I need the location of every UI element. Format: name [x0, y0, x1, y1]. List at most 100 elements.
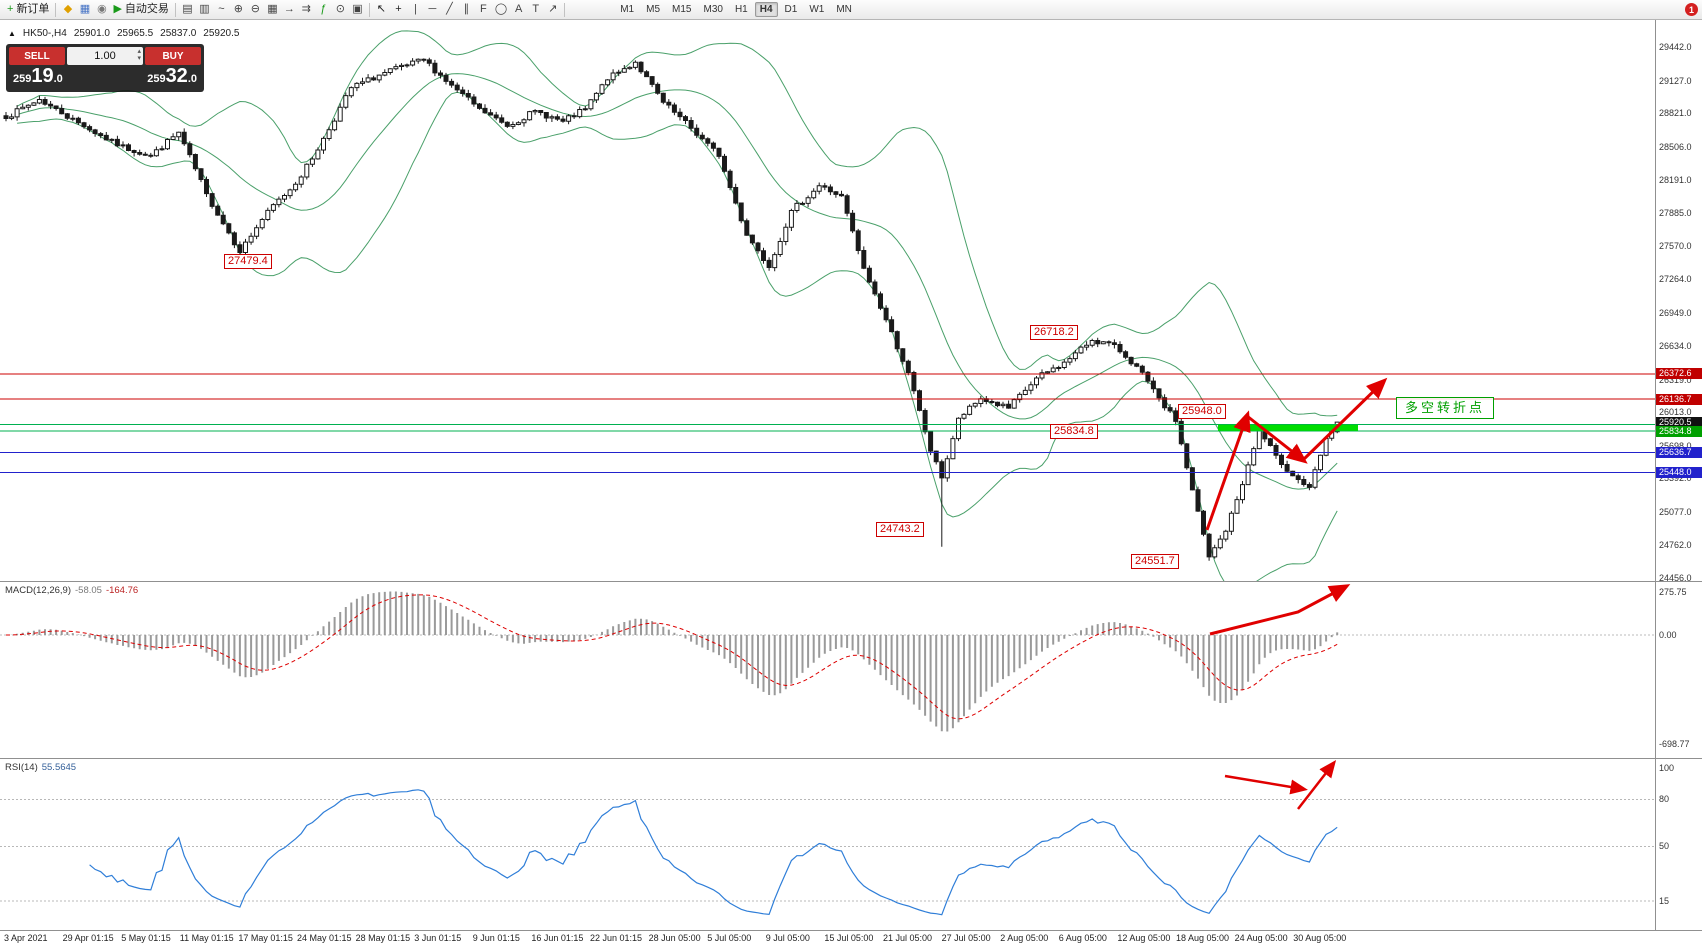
price-line-tag: 25920.5	[1656, 416, 1702, 428]
chart-candles-button[interactable]: ▥	[196, 1, 213, 18]
price-annotation: 24743.2	[876, 522, 924, 537]
time-tick: 5 Jul 05:00	[707, 933, 752, 943]
price-chart-panel: 29442.0 29127.0 28821.0 28506.0 28191.0 27885…	[0, 20, 1702, 583]
rsi-tick: 15	[1659, 896, 1670, 907]
horizontal-line-icon: ─	[428, 3, 437, 15]
chart-candles-icon: ▥	[199, 3, 210, 15]
time-tick: 9 Jul 05:00	[765, 933, 810, 943]
toolbar-separator	[174, 2, 176, 17]
auto-scroll-button[interactable]: →	[281, 1, 298, 18]
volume-spinner: ▴ ▾	[137, 48, 141, 62]
new-order-button[interactable]: + 新订单	[4, 1, 52, 18]
fibonacci-button[interactable]: F	[475, 1, 492, 18]
macd-header: MACD(12,26,9) -58.05 -164.76	[5, 585, 138, 596]
price-tick: 29442.0	[1659, 42, 1692, 52]
macd-tick: 0.00	[1659, 630, 1677, 640]
price-chart-canvas[interactable]	[0, 20, 1655, 581]
rsi-value: 55.5645	[41, 762, 77, 773]
volume-down-button[interactable]: ▾	[137, 55, 141, 62]
channel-icon: ∥	[463, 3, 470, 15]
rsi-header: RSI(14) 55.5645	[5, 762, 76, 773]
time-tick: 9 Jun 01:15	[472, 933, 520, 943]
time-tick: 21 Jul 05:00	[883, 933, 933, 943]
shapes-button[interactable]: ◯	[492, 1, 510, 18]
rsi-tick: 50	[1659, 841, 1670, 852]
market-depth-button[interactable]: ◆	[59, 1, 76, 18]
price-line-tag: 25834.8	[1656, 425, 1702, 437]
auto-trading-label: 自动交易	[124, 3, 169, 15]
vertical-line-icon: |	[413, 3, 417, 15]
price-tick: 25698.0	[1659, 440, 1692, 451]
timeframe-h4-button[interactable]: H4	[754, 2, 778, 17]
buy-button[interactable]: BUY	[145, 47, 201, 65]
zoom-in-button[interactable]: ⊕	[230, 1, 247, 18]
crosshair-button[interactable]: +	[390, 1, 407, 18]
time-tick: 18 Aug 05:00	[1176, 933, 1230, 943]
timeframe-mn-button[interactable]: MN	[836, 4, 852, 15]
trendline-button[interactable]: ╱	[441, 1, 458, 18]
timeframe-h1-button[interactable]: H1	[734, 4, 748, 15]
collapse-triangle-icon[interactable]: ▲	[8, 29, 16, 38]
periods-button[interactable]: ⊙	[332, 1, 349, 18]
channel-button[interactable]: ∥	[458, 1, 475, 18]
time-tick: 2 Aug 05:00	[1000, 933, 1049, 943]
zoom-out-button[interactable]: ⊖	[247, 1, 264, 18]
price-tick: 24762.0	[1659, 540, 1692, 551]
zoom-out-icon: ⊖	[250, 3, 261, 15]
time-tick: 5 May 01:15	[121, 933, 171, 943]
contacts-button[interactable]: ◉	[93, 1, 110, 18]
time-tick: 28 Jun 05:00	[648, 933, 701, 943]
timeframe-d1-button[interactable]: D1	[784, 4, 798, 15]
price-tick: 28821.0	[1659, 108, 1692, 119]
rsi-canvas[interactable]	[0, 759, 1655, 930]
indicators-button[interactable]: ƒ	[315, 1, 332, 18]
rsi-tick: 100	[1659, 763, 1675, 773]
price-line-tag: 25448.0	[1656, 466, 1702, 478]
timeframe-m30-button[interactable]: M30	[703, 4, 723, 15]
market-watch-button[interactable]: ▦	[76, 1, 93, 18]
label-button[interactable]: T	[527, 1, 544, 18]
price-line-tag: 25636.7	[1656, 446, 1702, 458]
timeframe-m5-button[interactable]: M5	[646, 4, 661, 15]
volume-up-button[interactable]: ▴	[137, 48, 141, 55]
sell-button[interactable]: SELL	[9, 47, 65, 65]
rsi-panel: 100 80 50 15 RSI(14) 55.5645	[0, 758, 1702, 930]
volume-value: 1.00	[94, 50, 116, 62]
time-tick: 15 Jul 05:00	[824, 933, 874, 943]
macd-canvas[interactable]	[0, 582, 1655, 758]
contacts-icon: ◉	[97, 3, 107, 15]
time-tick: 24 May 01:15	[297, 933, 352, 943]
zoom-in-icon: ⊕	[233, 3, 244, 15]
cursor-button[interactable]: ↖	[373, 1, 390, 18]
text-button[interactable]: A	[510, 1, 527, 18]
price-tick: 27264.0	[1659, 273, 1692, 284]
price-tick: 28191.0	[1659, 175, 1692, 186]
vertical-line-button[interactable]: |	[407, 1, 424, 18]
price-tick: 24456.0	[1659, 573, 1692, 583]
trendline-icon: ╱	[446, 3, 453, 15]
notification-badge[interactable]: 1	[1685, 3, 1698, 16]
timeframe-w1-button[interactable]: W1	[809, 4, 825, 15]
indicators-icon: ƒ	[320, 3, 327, 15]
quote-low: 25837.0	[160, 28, 197, 39]
price-tick: 27885.0	[1659, 207, 1692, 218]
auto-trading-button[interactable]: ▶ 自动交易	[110, 1, 171, 18]
chart-bars-icon: ▤	[182, 3, 193, 15]
arrows-tool-button[interactable]: ↗	[544, 1, 561, 18]
timeframe-m15-button[interactable]: M15	[672, 4, 692, 15]
time-tick: 22 Jun 01:15	[590, 933, 643, 943]
symbol-period-label: HK50-,H4	[22, 28, 67, 39]
chart-bars-button[interactable]: ▤	[179, 1, 196, 18]
templates-button[interactable]: ▣	[349, 1, 366, 18]
chart-line-button[interactable]: ~	[213, 1, 230, 18]
time-tick: 17 May 01:15	[238, 933, 293, 943]
toolbar-separator	[368, 2, 370, 17]
time-tick: 29 Apr 01:15	[62, 933, 114, 943]
horizontal-line-button[interactable]: ─	[424, 1, 441, 18]
chart-shift-button[interactable]: ⇉	[298, 1, 315, 18]
tile-windows-button[interactable]: ▦	[264, 1, 281, 18]
volume-field[interactable]: 1.00 ▴ ▾	[67, 47, 143, 65]
time-tick: 12 Aug 05:00	[1117, 933, 1171, 943]
timeframe-m1-button[interactable]: M1	[620, 4, 635, 15]
market-watch-icon: ▦	[79, 3, 91, 15]
